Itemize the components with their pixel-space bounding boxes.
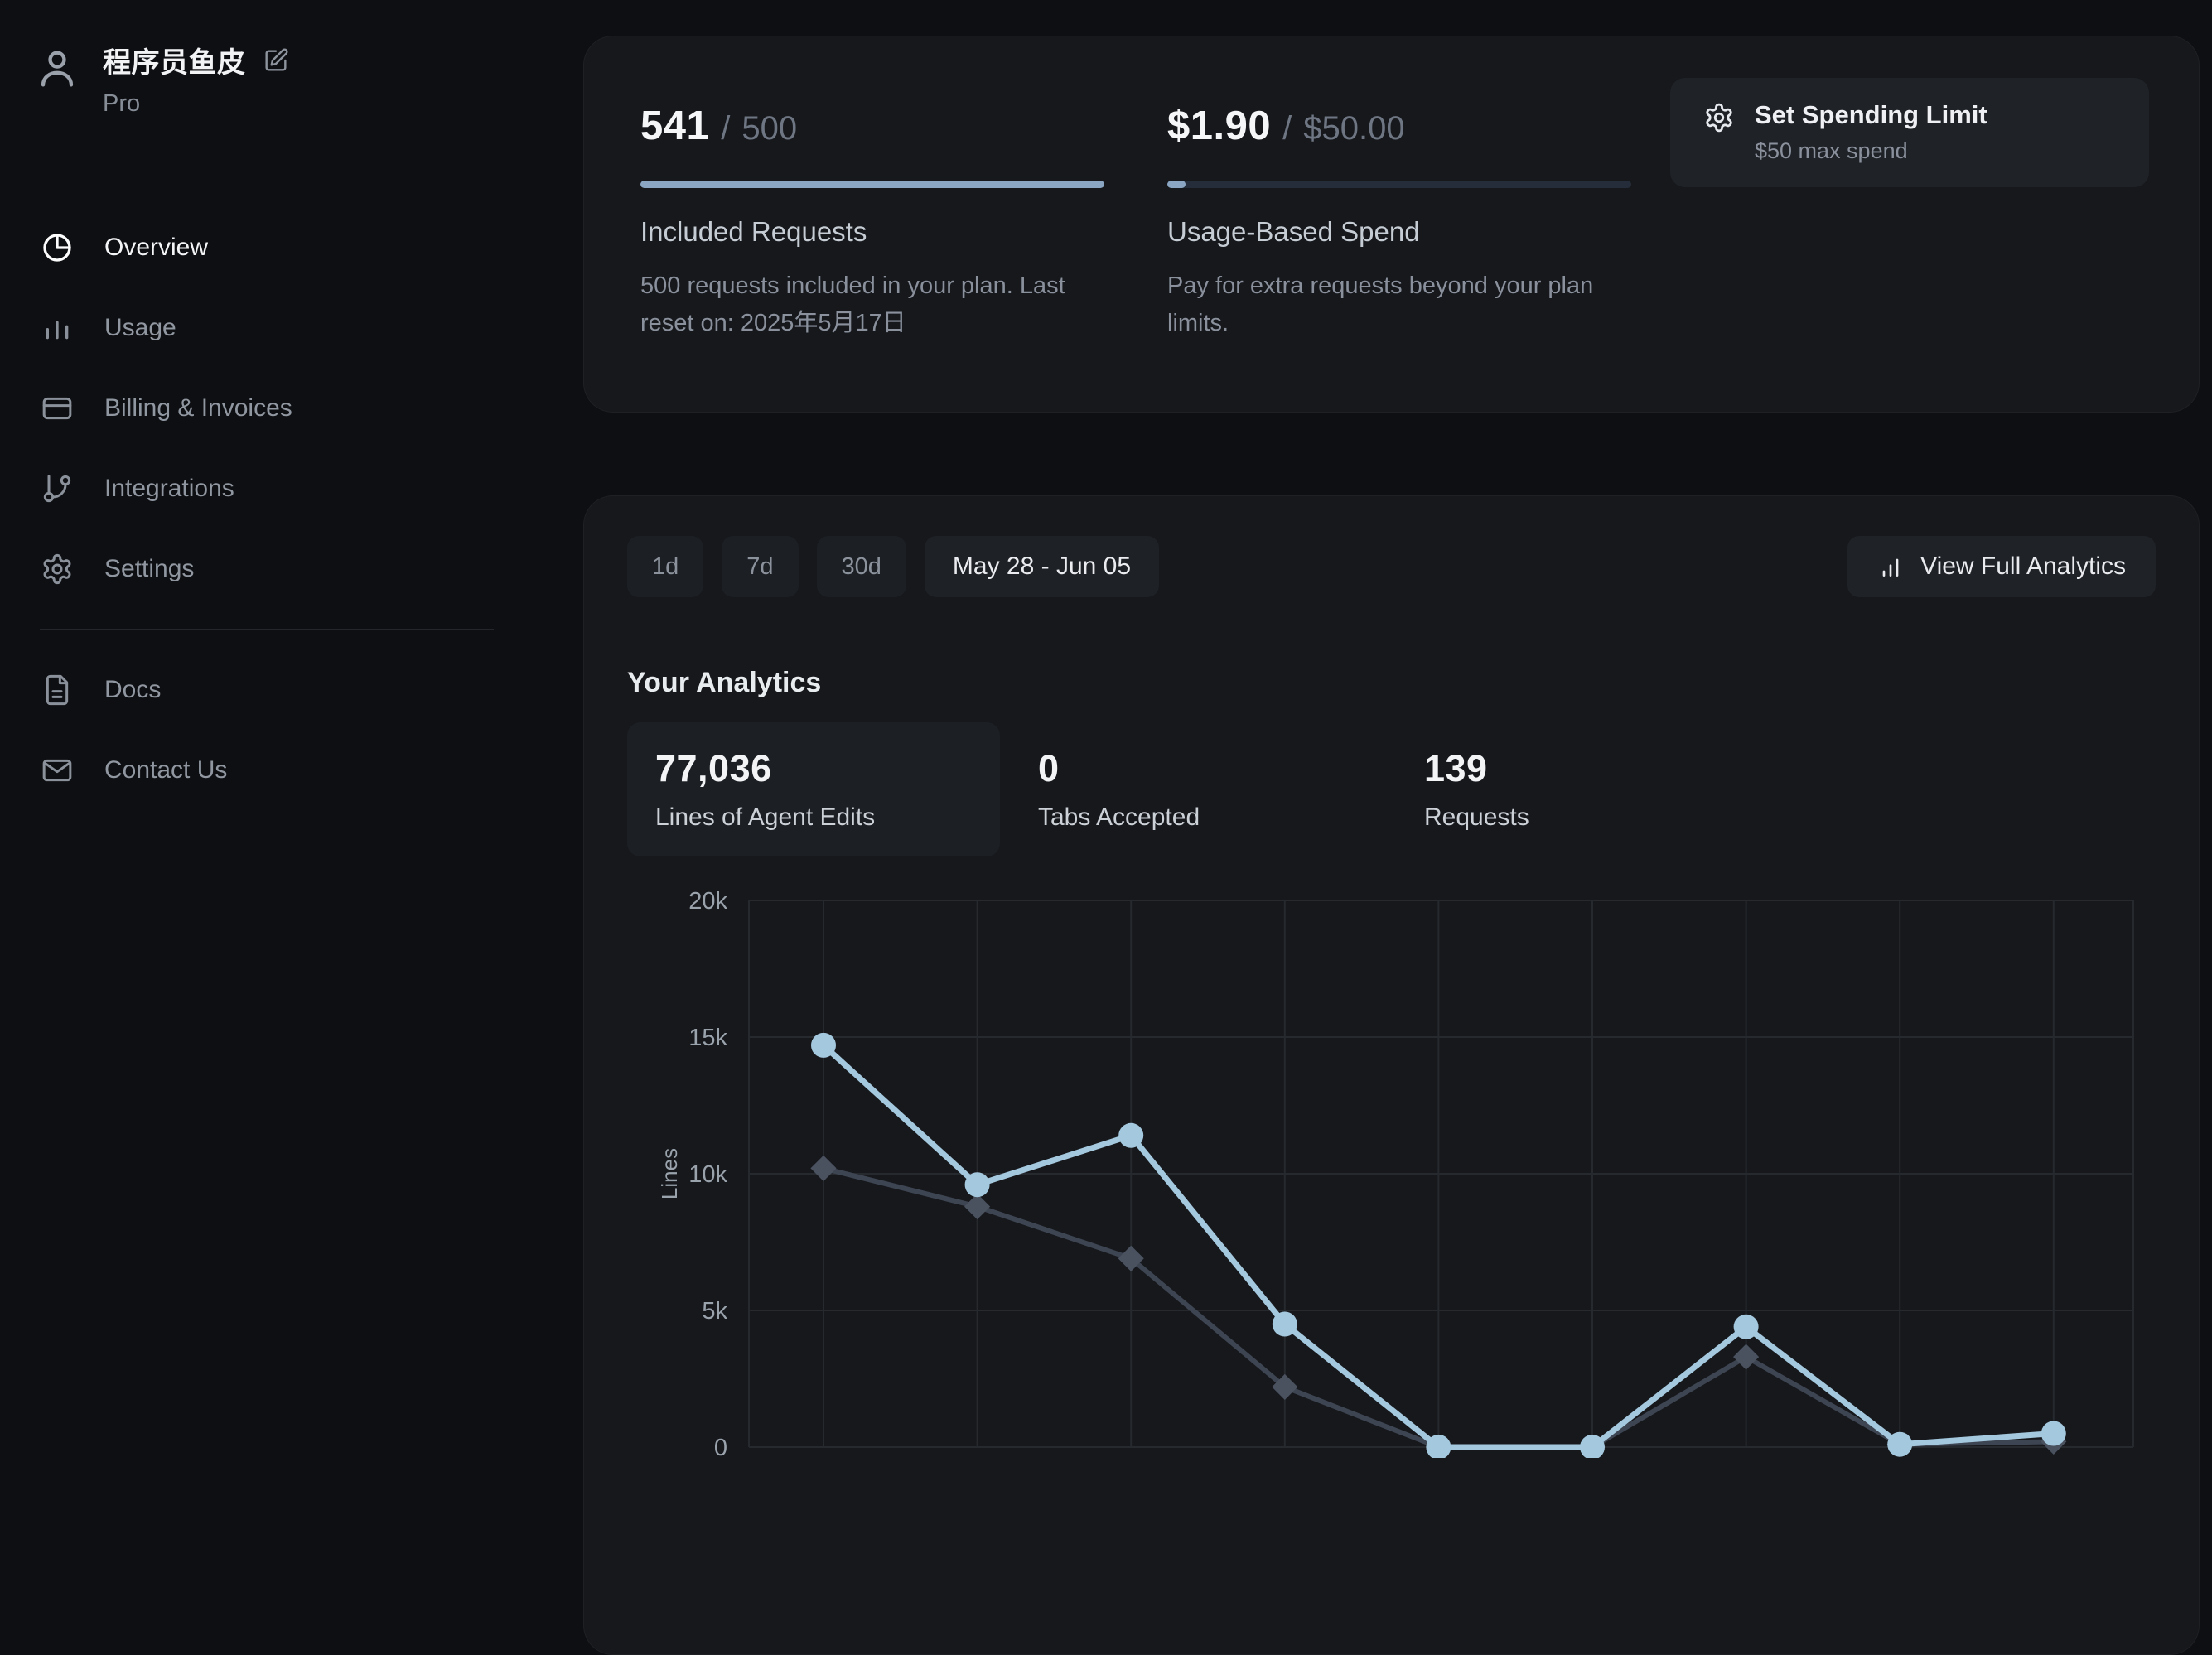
set-spending-limit-button[interactable]: Set Spending Limit $50 max spend <box>1670 78 2149 187</box>
stat-label: Requests <box>1424 803 1529 832</box>
sidebar-item-docs[interactable]: Docs <box>33 649 580 730</box>
analytics-toolbar: 1d 7d 30d May 28 - Jun 05 View Full Anal… <box>627 536 2156 597</box>
sidebar-item-settings[interactable]: Settings <box>33 528 580 609</box>
analytics-card: 1d 7d 30d May 28 - Jun 05 View Full Anal… <box>583 495 2200 1655</box>
view-full-analytics-button[interactable]: View Full Analytics <box>1847 536 2156 597</box>
spend-progressbar <box>1167 181 1631 188</box>
spend-title: Usage-Based Spend <box>1167 216 1420 247</box>
sidebar-item-label: Settings <box>104 554 195 582</box>
sidebar-item-label: Contact Us <box>104 755 228 784</box>
spend-separator: / <box>1282 110 1292 147</box>
edit-name-icon[interactable] <box>263 47 289 74</box>
stat-requests[interactable]: 139 Requests <box>1424 722 1673 856</box>
mail-icon <box>40 754 75 787</box>
user-name: 程序员鱼皮 <box>103 47 246 79</box>
svg-text:5k: 5k <box>702 1298 727 1324</box>
analytics-stats-row: 77,036 Lines of Agent Edits 0 Tabs Accep… <box>627 722 2156 857</box>
max-spend-subtitle: $50 max spend <box>1755 138 1908 163</box>
chart-bars-icon <box>1877 553 1904 580</box>
sidebar-item-label: Integrations <box>104 474 234 502</box>
gear-icon <box>40 552 75 586</box>
sidebar-item-overview[interactable]: Overview <box>33 207 580 287</box>
range-7d-button[interactable]: 7d <box>722 536 799 597</box>
sidebar-item-usage[interactable]: Usage <box>33 287 580 368</box>
spend-used-value: $1.90 <box>1167 104 1272 148</box>
sidebar-item-contact-us[interactable]: Contact Us <box>33 730 580 810</box>
pie-chart-icon <box>40 231 75 264</box>
sidebar-nav: Overview Usage Billing & Invoices Integr… <box>33 207 580 810</box>
sidebar-item-label: Docs <box>104 675 162 703</box>
stat-label: Lines of Agent Edits <box>655 803 876 832</box>
stat-lines-of-agent-edits[interactable]: 77,036 Lines of Agent Edits <box>627 722 1000 857</box>
user-plan-badge: Pro <box>103 90 141 117</box>
sidebar-item-label: Overview <box>104 233 209 261</box>
included-requests-progressbar <box>640 181 1104 188</box>
included-separator: / <box>721 110 731 147</box>
svg-text:15k: 15k <box>688 1025 727 1051</box>
your-analytics-heading: Your Analytics <box>627 667 822 698</box>
svg-text:Lines: Lines <box>657 1148 682 1199</box>
analytics-line-chart: 0 5k 10k 15k 20k Lines <box>647 885 2155 1461</box>
stat-value: 77,036 <box>655 747 772 790</box>
range-1d-button[interactable]: 1d <box>627 536 704 597</box>
credit-card-icon <box>40 392 75 425</box>
stat-label: Tabs Accepted <box>1038 803 1200 832</box>
gear-icon <box>1703 102 1735 136</box>
main-content: 541 / 500 Included Requests 500 requests… <box>583 0 2200 1655</box>
included-requests-block: 541 / 500 Included Requests 500 requests… <box>640 103 1104 342</box>
spend-limit-value: $50.00 <box>1303 110 1405 147</box>
included-requests-title: Included Requests <box>640 216 867 247</box>
included-requests-description: 500 requests included in your plan. Last… <box>640 273 1065 336</box>
usage-summary-card: 541 / 500 Included Requests 500 requests… <box>583 36 2200 413</box>
included-requests-progress-fill <box>640 181 1104 188</box>
usage-based-spend-block: $1.90 / $50.00 Usage-Based Spend Pay for… <box>1167 103 1631 342</box>
sidebar-item-label: Billing & Invoices <box>104 393 292 422</box>
sidebar-item-label: Usage <box>104 313 176 341</box>
sidebar-item-billing[interactable]: Billing & Invoices <box>33 368 580 448</box>
sidebar-item-integrations[interactable]: Integrations <box>33 448 580 528</box>
spend-description: Pay for extra requests beyond your plan … <box>1167 273 1594 336</box>
svg-text:20k: 20k <box>688 888 727 914</box>
stat-value: 139 <box>1424 747 1488 790</box>
svg-text:0: 0 <box>714 1435 727 1458</box>
user-profile: 程序员鱼皮 Pro <box>33 40 580 118</box>
user-avatar-icon <box>33 45 81 97</box>
included-limit-value: 500 <box>741 110 798 147</box>
lines-chart-svg: 0 5k 10k 15k 20k Lines <box>657 888 2134 1461</box>
set-spending-limit-label: Set Spending Limit <box>1755 100 1987 129</box>
stat-tabs-accepted[interactable]: 0 Tabs Accepted <box>1038 722 1386 856</box>
sidebar: 程序员鱼皮 Pro Overview Usage Billing & Invoi… <box>0 0 580 1443</box>
included-used-value: 541 <box>640 104 710 148</box>
git-branch-icon <box>40 472 75 505</box>
document-icon <box>40 673 75 707</box>
spend-progress-fill <box>1167 181 1186 188</box>
bar-chart-icon <box>40 311 75 345</box>
date-range-button[interactable]: May 28 - Jun 05 <box>924 536 1160 597</box>
svg-text:10k: 10k <box>688 1161 727 1188</box>
stat-value: 0 <box>1038 747 1060 790</box>
range-30d-button[interactable]: 30d <box>816 536 906 597</box>
sidebar-divider <box>40 629 494 630</box>
view-full-analytics-label: View Full Analytics <box>1920 552 2126 580</box>
